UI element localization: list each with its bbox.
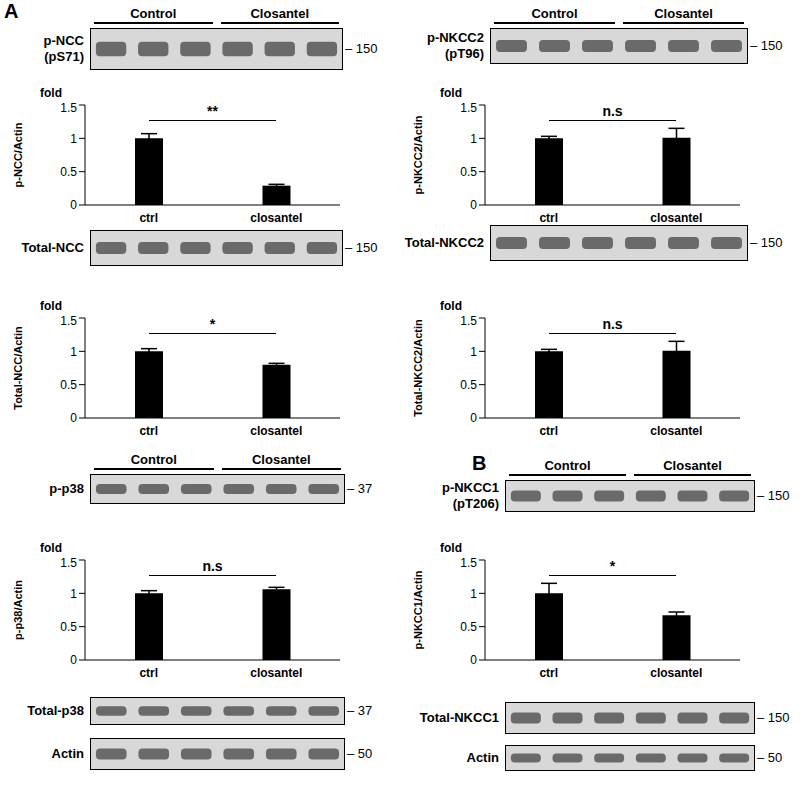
html-text:Closantel: Closantel [663, 458, 722, 473]
html-text:Closantel: Closantel [250, 6, 309, 21]
svg-text:1: 1 [470, 132, 477, 146]
svg-text:0: 0 [470, 198, 477, 212]
svg-text:ctrl: ctrl [539, 666, 558, 680]
svg-text:1.5: 1.5 [460, 101, 477, 115]
html-text:Control: Control [130, 6, 177, 21]
html-text:– 150: – 150 [757, 488, 790, 503]
svg-text:0: 0 [470, 653, 477, 667]
svg-text:p-NKCC1/Actin: p-NKCC1/Actin [412, 570, 424, 649]
html-text:n.s: n.s [202, 558, 223, 574]
svg-text:Total-NKCC2/Actin: Total-NKCC2/Actin [412, 319, 424, 417]
html-text:Closantel: Closantel [252, 452, 311, 467]
html-text:– 150: – 150 [750, 38, 783, 53]
svg-text:1.5: 1.5 [60, 556, 77, 570]
html-text:Closantel: Closantel [654, 6, 713, 21]
svg-text:p-p38/Actin: p-p38/Actin [12, 580, 24, 640]
svg-text:ctrl: ctrl [139, 424, 158, 438]
svg-text:1: 1 [70, 132, 77, 146]
html-text:– 150: – 150 [345, 41, 378, 56]
html-text:(pS71): (pS71) [44, 49, 84, 64]
html-text:A: A [4, 0, 19, 22]
html-text:– 37: – 37 [347, 703, 373, 718]
html-text:Total-NKCC2: Total-NKCC2 [404, 235, 484, 250]
html-text:– 150: – 150 [345, 240, 378, 255]
svg-text:closantel: closantel [250, 211, 302, 225]
html-text:Control: Control [130, 452, 177, 467]
html-text:(pT206): (pT206) [452, 496, 499, 511]
html-text:– 50: – 50 [757, 750, 783, 765]
svg-text:0: 0 [470, 411, 477, 425]
html-text:n.s: n.s [602, 316, 623, 332]
svg-text:closantel: closantel [650, 666, 702, 680]
html-text:fold: fold [440, 299, 462, 313]
html-text:Control: Control [544, 458, 591, 473]
svg-text:p-NKCC2/Actin: p-NKCC2/Actin [412, 115, 424, 194]
svg-text:closantel: closantel [650, 211, 702, 225]
svg-text:ctrl: ctrl [539, 424, 558, 438]
svg-text:0.5: 0.5 [60, 165, 77, 179]
svg-text:0.5: 0.5 [460, 165, 477, 179]
svg-text:0.5: 0.5 [60, 620, 77, 634]
html-text:B: B [472, 452, 487, 474]
svg-text:closantel: closantel [650, 424, 702, 438]
html-text:fold: fold [40, 541, 62, 555]
html-text:p-NKCC2: p-NKCC2 [426, 30, 484, 45]
html-text:p-NCC: p-NCC [43, 33, 84, 48]
html-text:– 150: – 150 [750, 235, 783, 250]
svg-text:0.5: 0.5 [60, 378, 77, 392]
html-text:fold: fold [40, 86, 62, 100]
svg-text:0.5: 0.5 [460, 620, 477, 634]
svg-text:ctrl: ctrl [539, 211, 558, 225]
html-text:– 37: – 37 [347, 481, 373, 496]
svg-text:closantel: closantel [250, 424, 302, 438]
svg-text:1: 1 [470, 587, 477, 601]
svg-text:closantel: closantel [250, 666, 302, 680]
html-text:n.s: n.s [602, 103, 623, 119]
svg-text:Total-NCC/Actin: Total-NCC/Actin [12, 326, 24, 410]
html-text:p-NKCC1: p-NKCC1 [441, 480, 499, 495]
svg-text:1: 1 [470, 345, 477, 359]
svg-text:0.5: 0.5 [460, 378, 477, 392]
html-text:– 50: – 50 [347, 746, 373, 761]
html-text:Total-NKCC1: Total-NKCC1 [419, 710, 499, 725]
svg-text:1.5: 1.5 [60, 314, 77, 328]
html-text:Total-NCC: Total-NCC [21, 240, 84, 255]
svg-text:0: 0 [70, 653, 77, 667]
svg-text:ctrl: ctrl [139, 211, 158, 225]
html-text:– 150: – 150 [757, 710, 790, 725]
html-text:Control: Control [531, 6, 578, 21]
svg-text:1: 1 [70, 587, 77, 601]
html-text:fold: fold [440, 541, 462, 555]
svg-text:ctrl: ctrl [139, 666, 158, 680]
html-text:Actin: Actin [51, 746, 84, 761]
html-text:p-p38: p-p38 [49, 481, 84, 496]
html-text:Actin: Actin [466, 750, 499, 765]
svg-text:1.5: 1.5 [60, 101, 77, 115]
svg-text:p-NCC/Actin: p-NCC/Actin [12, 122, 24, 187]
html-text:Total-p38: Total-p38 [27, 703, 84, 718]
svg-text:1: 1 [70, 345, 77, 359]
svg-text:0: 0 [70, 411, 77, 425]
svg-text:1.5: 1.5 [460, 556, 477, 570]
html-text:(pT96): (pT96) [445, 46, 484, 61]
svg-text:0: 0 [70, 198, 77, 212]
html-text:fold: fold [40, 299, 62, 313]
html-text:fold: fold [440, 86, 462, 100]
svg-text:1.5: 1.5 [460, 314, 477, 328]
